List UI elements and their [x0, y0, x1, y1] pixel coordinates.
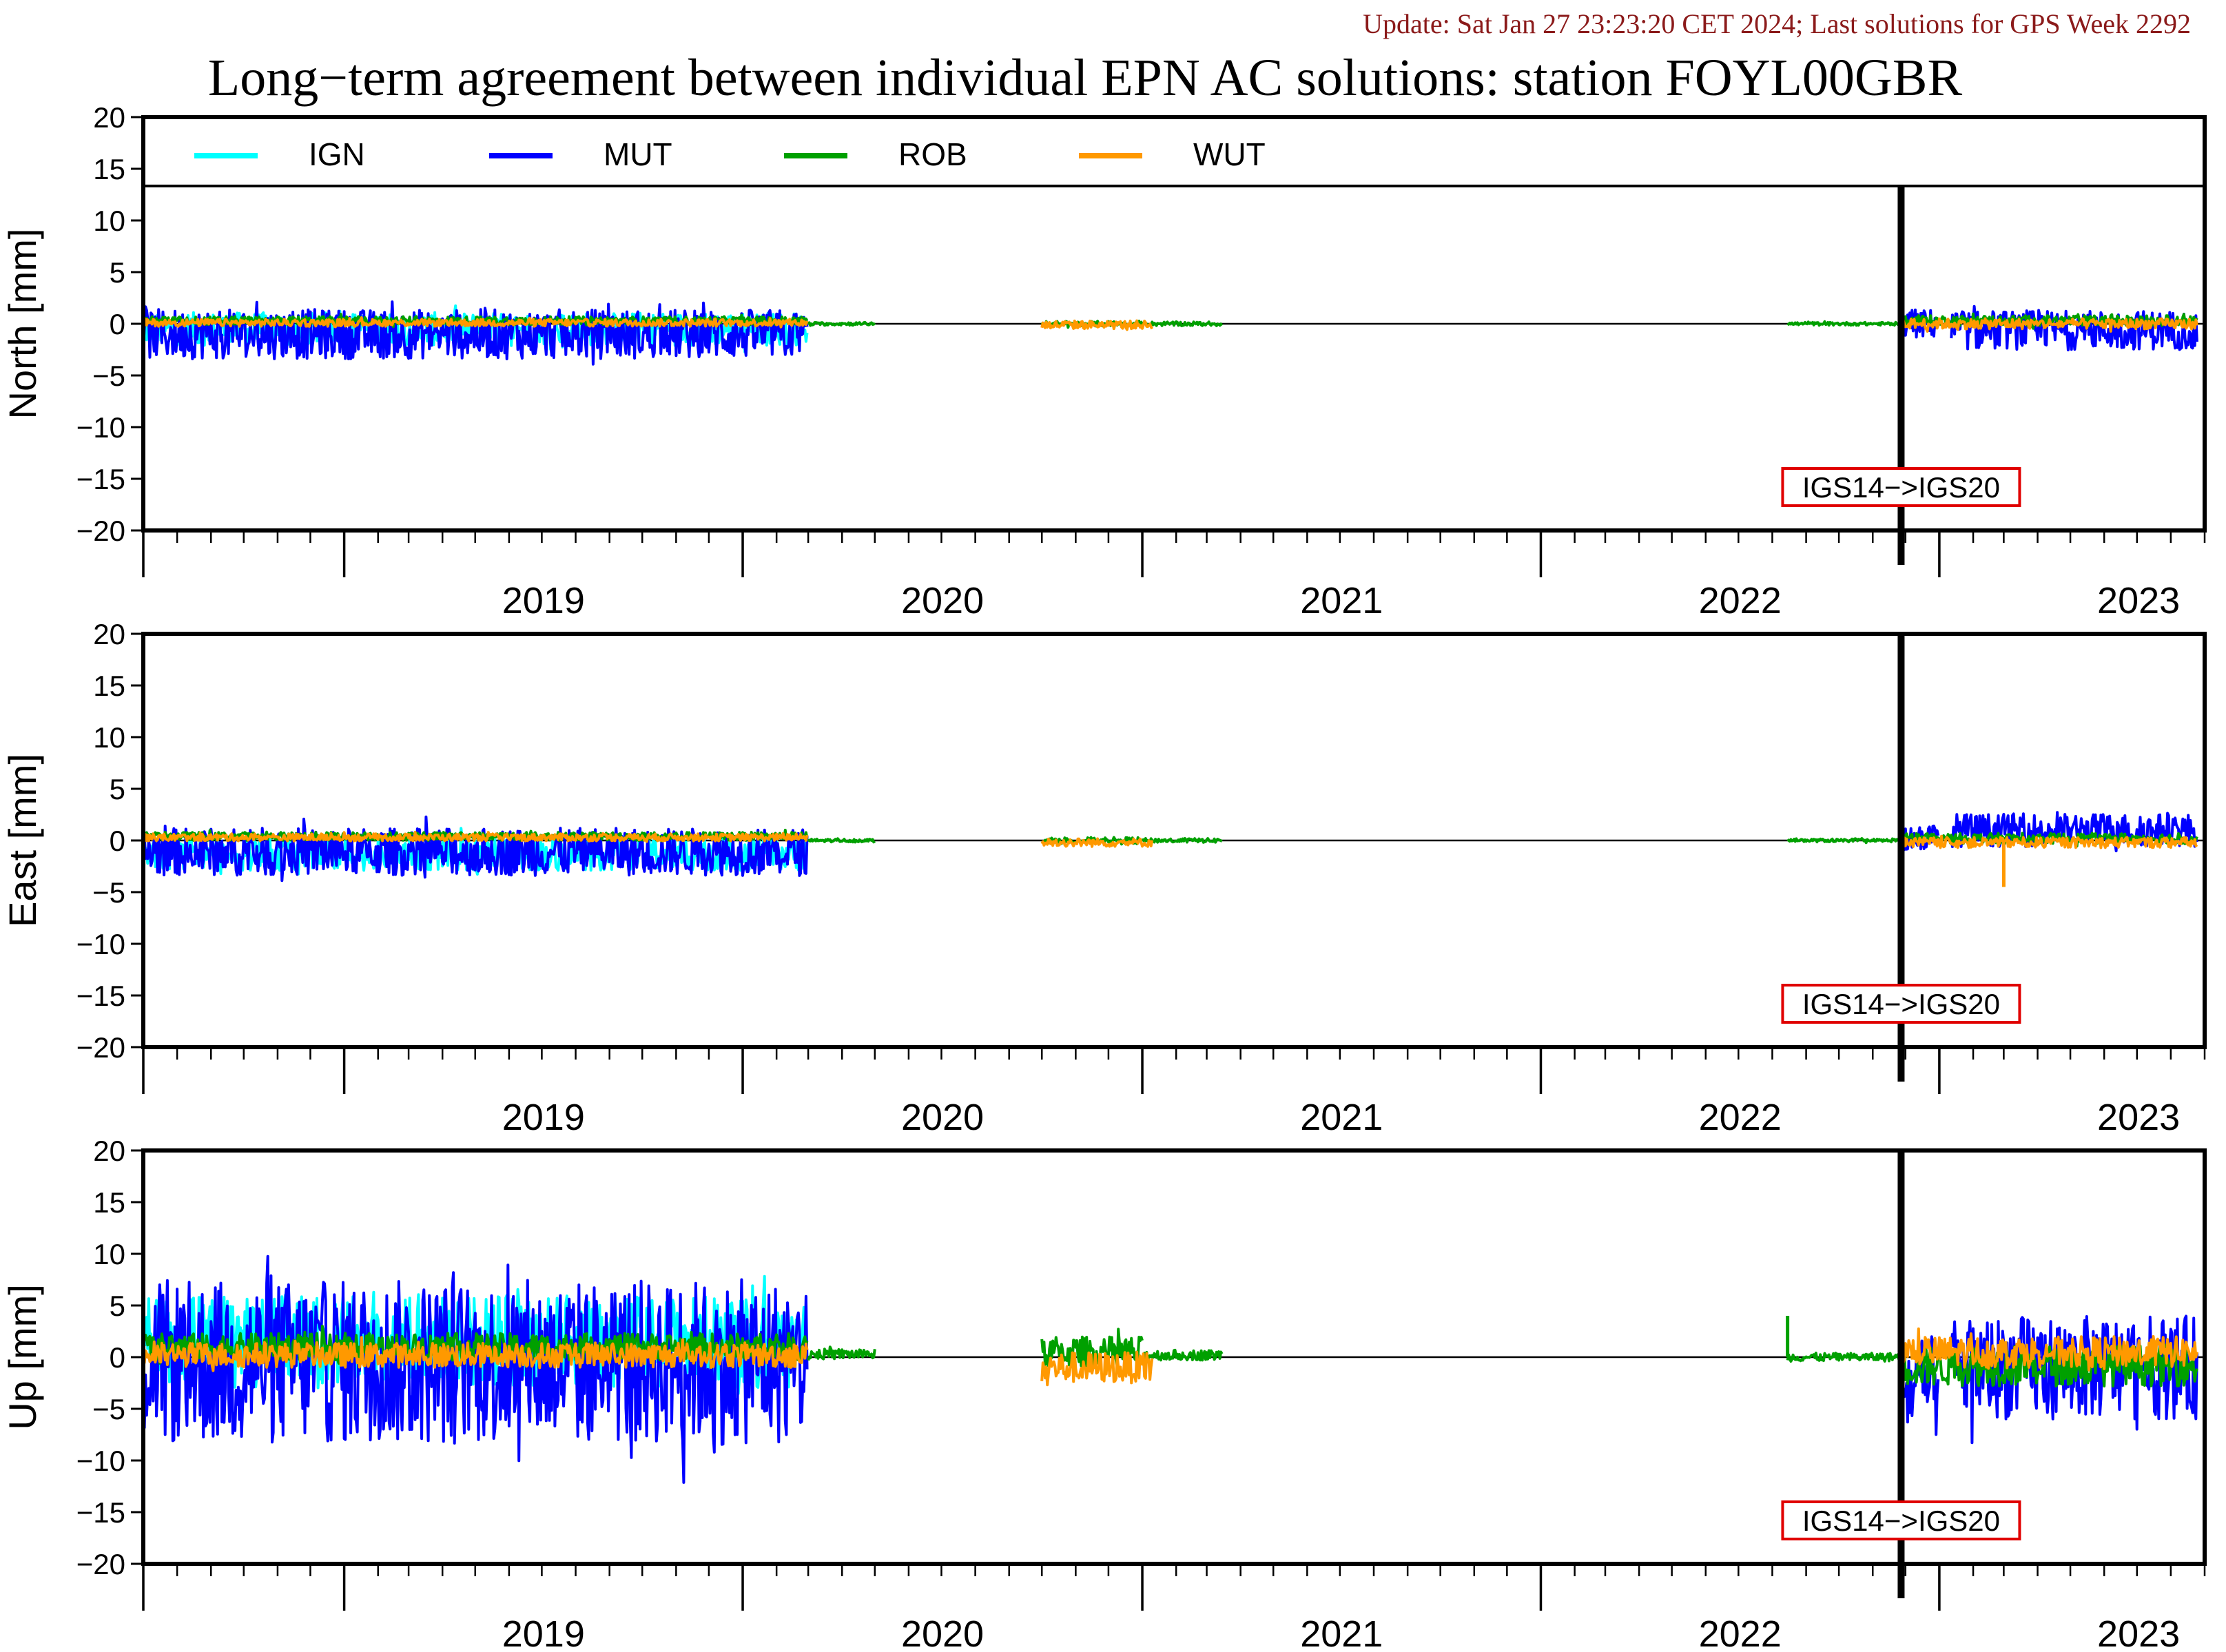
- y-axis-label: Up [mm]: [1, 1284, 44, 1430]
- y-tick-label: −20: [76, 515, 125, 547]
- panel-frame: [141, 632, 2207, 1049]
- y-tick-label: −10: [76, 1445, 125, 1477]
- series-line-wut: [143, 1336, 809, 1372]
- x-tick-label: 2019: [502, 1613, 585, 1652]
- y-tick-label: 20: [93, 101, 125, 134]
- x-tick-label: 2022: [1699, 1613, 1782, 1652]
- x-tick-label: 2021: [1300, 1613, 1383, 1652]
- y-tick-label: 20: [93, 618, 125, 650]
- x-tick-label: 2021: [1300, 580, 1383, 621]
- legend-label-mut: MUT: [604, 136, 672, 172]
- x-tick-label: 2023: [2097, 1613, 2180, 1652]
- event-annotation: IGS14−>IGS20: [1781, 1500, 2021, 1540]
- series-line-rob: [1786, 320, 1901, 327]
- y-tick-label: −5: [92, 1393, 125, 1425]
- panel-east: 20 15 10 5 0 −5 −10 −15 −20 East [mm] IGS14−>IGS20…: [1, 618, 2207, 1138]
- y-tick-label: −15: [76, 1496, 125, 1529]
- chart-title: Long−term agreement between individual E…: [208, 49, 1963, 107]
- event-annotation-box: [1781, 467, 2021, 507]
- y-tick-label: −20: [76, 1031, 125, 1064]
- y-tick-label: −5: [92, 876, 125, 909]
- y-tick-label: 0: [110, 1341, 125, 1374]
- y-tick-label: 10: [93, 205, 125, 237]
- x-tick-label: 2019: [502, 580, 585, 621]
- series-group: [143, 300, 2198, 366]
- y-tick-label: 10: [93, 1238, 125, 1270]
- y-tick-label: 0: [110, 308, 125, 340]
- y-tick-label: −15: [76, 980, 125, 1012]
- y-tick-label: −20: [76, 1548, 125, 1580]
- y-tick-label: 5: [110, 773, 125, 805]
- series-line-wut: [1040, 837, 1154, 848]
- y-tick-label: 5: [110, 256, 125, 289]
- x-tick-label: 2020: [901, 1097, 984, 1138]
- panel-frame: [141, 115, 2207, 533]
- legend-label-rob: ROB: [898, 136, 967, 172]
- x-tick-label: 2022: [1699, 580, 1782, 621]
- x-tick-label: 2021: [1300, 1097, 1383, 1138]
- event-annotation-label: IGS14−>IGS20: [1802, 471, 2000, 504]
- series-line-rob: [1141, 1348, 1224, 1362]
- x-tick-label: 2020: [901, 580, 984, 621]
- y-tick-label: −5: [92, 360, 125, 392]
- y-tick-label: 15: [93, 1186, 125, 1219]
- series-line-wut: [143, 831, 809, 843]
- y-tick-label: 20: [93, 1135, 125, 1167]
- series-line-rob: [1040, 1328, 1144, 1370]
- legend: IGN MUT ROB WUT: [194, 136, 1266, 172]
- panels: 20 15 10 5 0 −5 −10 −15 −20 North [mm] IGS14−>IGS2…: [1, 101, 2207, 1652]
- y-tick-label: 10: [93, 721, 125, 754]
- panel-north: 20 15 10 5 0 −5 −10 −15 −20 North [mm] IGS14−>IGS2…: [1, 101, 2207, 621]
- y-tick-label: −15: [76, 463, 125, 495]
- event-annotation-label: IGS14−>IGS20: [1802, 1505, 2000, 1537]
- event-annotation-label: IGS14−>IGS20: [1802, 988, 2000, 1020]
- legend-label-ign: IGN: [309, 136, 365, 172]
- x-tick-label: 2023: [2097, 580, 2180, 621]
- series-line-rob: [1786, 837, 1901, 845]
- series-line-wut: [1040, 319, 1154, 331]
- series-line-rob: [807, 837, 876, 844]
- series-line-wut: [1899, 1327, 2198, 1372]
- series-line-wut: [1899, 834, 2198, 849]
- event-annotation-box: [1781, 984, 2021, 1024]
- series-group: [143, 811, 2198, 887]
- event-annotation-box: [1781, 1500, 2021, 1540]
- y-axis-label: North [mm]: [1, 229, 44, 420]
- series-line-wut: [1040, 1350, 1154, 1387]
- legend-label-wut: WUT: [1193, 136, 1266, 172]
- panel-frame: [141, 1148, 2207, 1566]
- y-tick-label: 5: [110, 1290, 125, 1322]
- series-line-rob: [807, 1345, 876, 1361]
- series-line-rob: [1141, 320, 1224, 327]
- series-line-mut: [143, 1255, 809, 1484]
- series-line-rob: [1142, 837, 1223, 844]
- x-tick-label: 2023: [2097, 1097, 2180, 1138]
- panel-up: 20 15 10 5 0 −5 −10 −15 −20 Up [mm] IGS14−>IGS20 20…: [1, 1135, 2207, 1652]
- x-tick-label: 2020: [901, 1613, 984, 1652]
- y-axis-label: East [mm]: [1, 754, 44, 927]
- series-line-wut: [1899, 317, 2198, 333]
- x-tick-label: 2019: [502, 1097, 585, 1138]
- series-line-wut: [143, 316, 809, 329]
- y-tick-label: 0: [110, 825, 125, 857]
- x-tick-label: 2022: [1699, 1097, 1782, 1138]
- y-tick-label: 15: [93, 670, 125, 702]
- y-tick-label: −10: [76, 411, 125, 444]
- y-tick-label: 15: [93, 153, 125, 185]
- series-line-rob: [807, 320, 876, 327]
- event-annotation: IGS14−>IGS20: [1781, 467, 2021, 507]
- event-annotation: IGS14−>IGS20: [1781, 984, 2021, 1024]
- y-tick-label: −10: [76, 928, 125, 960]
- series-group: [143, 1255, 2198, 1484]
- update-text: Update: Sat Jan 27 23:23:20 CET 2024; La…: [1363, 8, 2191, 39]
- series-line-rob: [1786, 1352, 1901, 1363]
